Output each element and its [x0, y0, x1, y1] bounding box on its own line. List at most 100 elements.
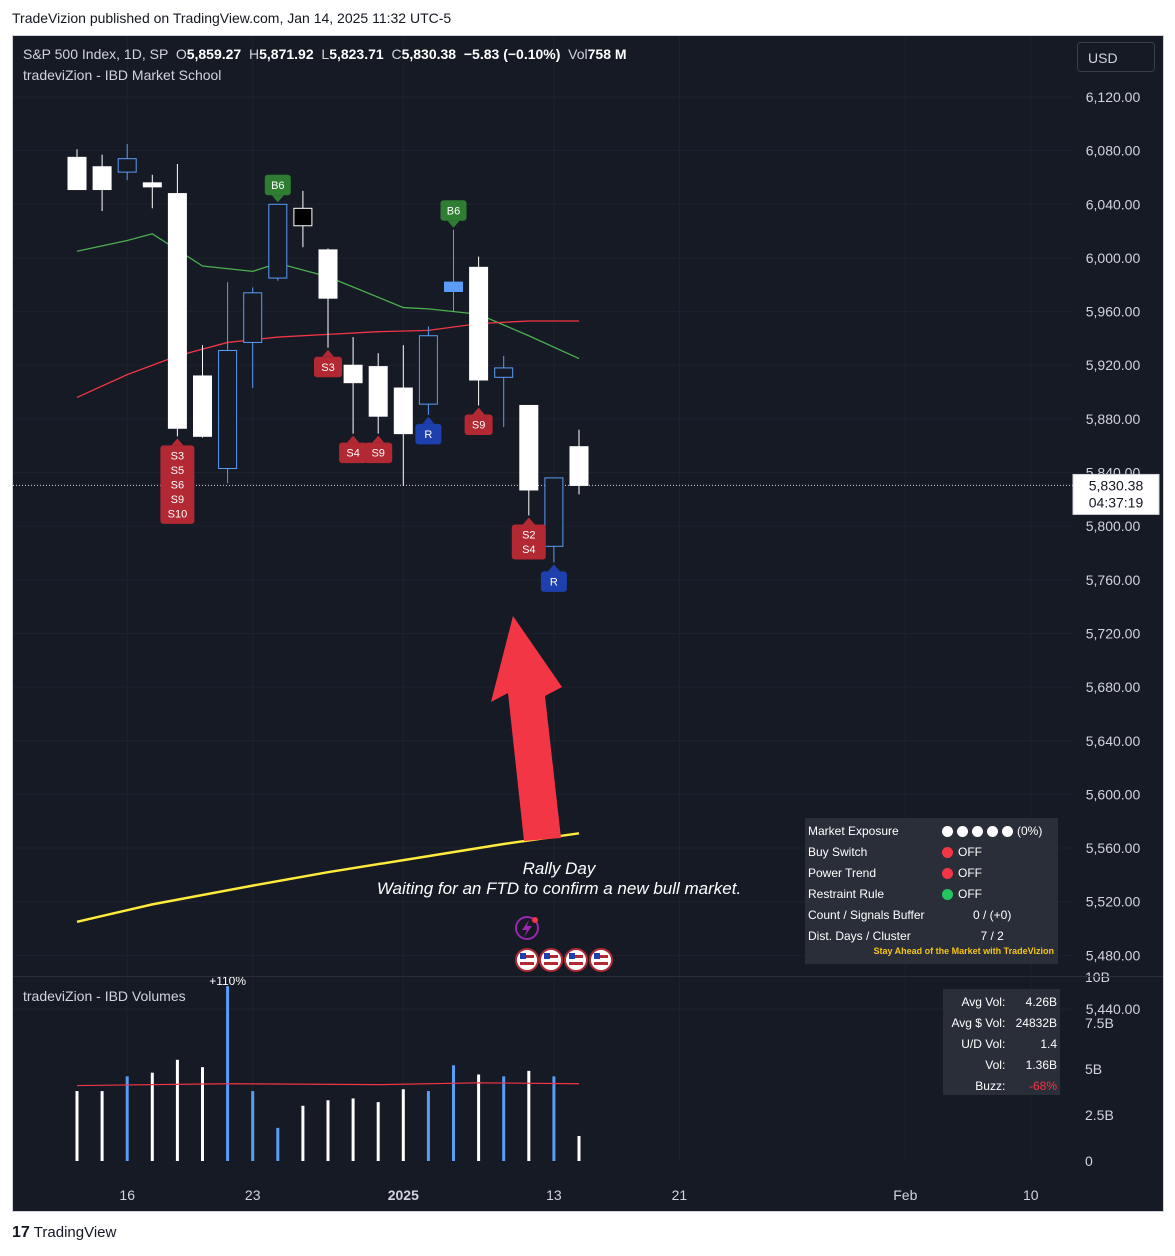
candle-body	[268, 203, 288, 279]
volume-bar	[577, 1135, 581, 1161]
notification-dot-icon	[532, 917, 538, 923]
volume-bar	[201, 1067, 204, 1161]
us-flag-canton-icon	[569, 953, 575, 959]
status-dot-icon	[942, 846, 953, 858]
volume-stats-value: 4.26B	[1025, 994, 1057, 1009]
time-axis-label: Feb	[893, 1187, 917, 1203]
signal-tag-pointer	[347, 435, 360, 443]
publisher-caption: TradeVizion published on TradingView.com…	[12, 10, 452, 26]
candle-body	[218, 349, 238, 470]
candle-2024-12-31[interactable]	[368, 353, 388, 434]
candle-2025-01-03[interactable]	[418, 326, 438, 415]
us-flag-canton-icon	[544, 953, 550, 959]
signal-tag-box	[440, 200, 467, 221]
legend-close: 5,830.38	[401, 46, 457, 62]
candle-2024-12-26[interactable]	[293, 190, 313, 248]
price-axis-label: 5,520.00	[1086, 894, 1141, 910]
pane-separator[interactable]	[13, 976, 1163, 977]
candle-2024-12-30[interactable]	[343, 337, 363, 434]
candle-2024-12-27[interactable]	[318, 248, 338, 348]
volume-bar	[150, 1072, 154, 1161]
legend-indicator[interactable]: tradeviZion - IBD Market School	[23, 67, 222, 83]
candle-2025-01-06[interactable]	[444, 229, 463, 312]
signal-tag-pointer	[171, 438, 184, 446]
candle-body	[117, 158, 137, 173]
volume-stats-row: Avg Vol: 4.26B	[943, 991, 1060, 1012]
price-axis-label: 6,040.00	[1086, 196, 1141, 212]
signal-tag-label: S3	[171, 450, 184, 462]
legend-low: 5,823.71	[329, 46, 384, 62]
ma-line-sma200	[76, 832, 580, 924]
volume-stats-row: Vol: 1.36B	[943, 1054, 1060, 1075]
signal-tag-label: R	[550, 576, 558, 588]
candle-2024-12-19[interactable]	[193, 345, 212, 438]
signal-tag-pointer	[422, 416, 435, 424]
signal-tag-sell: S3 S5 S6 S9 S10	[160, 438, 195, 524]
legend-ohlc: S&P 500 Index, 1D, SP O5,859.27 H5,871.9…	[23, 46, 627, 62]
market-panel-value: OFF	[939, 841, 1045, 862]
price-axis-label: 5,800.00	[1086, 518, 1141, 534]
market-panel: Market Exposure (0%) Buy Switch OFF Power Tr…	[805, 818, 1058, 964]
signal-tag-label: S10	[168, 508, 188, 520]
candle-body	[167, 193, 187, 429]
signal-tag-label: S3	[321, 362, 334, 374]
signal-tag-label: B6	[447, 205, 460, 217]
price-axis-label: 5,720.00	[1086, 625, 1141, 641]
currency-button[interactable]: USD	[1077, 42, 1155, 72]
candle-2025-01-08[interactable]	[494, 355, 514, 427]
time-axis[interactable]: 16 23 2025 13 21 Feb 10	[119, 1187, 1038, 1203]
candle-2025-01-02[interactable]	[393, 345, 413, 486]
market-panel-label: Power Trend	[808, 865, 877, 880]
event-icons[interactable]	[515, 916, 613, 972]
tradingview-brand: TradingView	[33, 1224, 117, 1241]
signal-tag-pointer	[322, 349, 334, 357]
market-panel-value: 7 / 2	[980, 928, 1004, 943]
candle-body	[544, 477, 564, 547]
chart-frame[interactable]: S3 S5 S6 S9 S10 B6 S3 S4 S9 R B6 S9 S2 S4 R Rally Day Wa…	[12, 35, 1164, 1212]
volume-pane-title[interactable]: tradeviZion - IBD Volumes	[23, 988, 186, 1004]
candle-2024-12-20[interactable]	[218, 282, 238, 484]
us-flag-canton-icon	[594, 953, 600, 959]
candle-2024-12-13[interactable]	[92, 154, 112, 211]
volume-bar	[527, 1070, 531, 1161]
candle-2024-12-24[interactable]	[268, 203, 288, 281]
volume-average-line	[76, 1082, 580, 1087]
price-axis[interactable]: 6,120.00 6,080.00 6,040.00 6,000.00 5,960.00…	[1085, 89, 1140, 1169]
signal-tag-buy: B6	[440, 200, 467, 228]
tradingview-mark-icon: 17	[12, 1224, 30, 1241]
signal-tag-reversal: R	[540, 564, 567, 592]
price-axis-label: 6,000.00	[1086, 250, 1141, 266]
candle-2024-12-18[interactable]	[167, 164, 187, 437]
volume-bar	[251, 1091, 255, 1161]
candle-2025-01-14[interactable]	[569, 429, 589, 495]
signal-tag-box	[339, 442, 368, 464]
volume-stats-value: 24832B	[1015, 1015, 1057, 1030]
candle-2024-12-17[interactable]	[142, 174, 162, 209]
market-panel-label: Buy Switch	[808, 844, 868, 859]
time-axis-label: 13	[546, 1187, 562, 1203]
price-axis-label: 5,640.00	[1086, 733, 1141, 749]
volume-stats-value: 1.4	[1040, 1036, 1057, 1051]
volume-bar	[125, 1076, 129, 1161]
market-panel-row: Buy Switch OFF	[805, 841, 1045, 862]
candle-2024-12-12[interactable]	[67, 149, 87, 191]
price-badge-countdown: 04:37:19	[1089, 494, 1144, 510]
volume-stats-label: U/D Vol:	[961, 1036, 1006, 1051]
candle-2025-01-07[interactable]	[469, 256, 489, 406]
tradingview-logo[interactable]: 17 TradingView	[12, 1224, 116, 1242]
candle-2025-01-10[interactable]	[519, 404, 539, 516]
candle-2024-12-23[interactable]	[243, 287, 263, 389]
volume-bar	[502, 1076, 506, 1161]
volume-axis-label: 10B	[1085, 969, 1110, 985]
candle-2025-01-13[interactable]	[544, 477, 564, 563]
annotation-arrow-icon	[491, 616, 562, 841]
price-badge-price: 5,830.38	[1089, 477, 1144, 493]
candle-2024-12-16[interactable]	[117, 143, 137, 181]
market-panel-row: Restraint Rule OFF	[805, 883, 1045, 904]
us-flag-stripe-icon	[569, 955, 583, 958]
volume-bar	[477, 1074, 481, 1161]
price-axis-label: 5,960.00	[1086, 304, 1141, 320]
signal-tag-label: B6	[271, 180, 284, 192]
